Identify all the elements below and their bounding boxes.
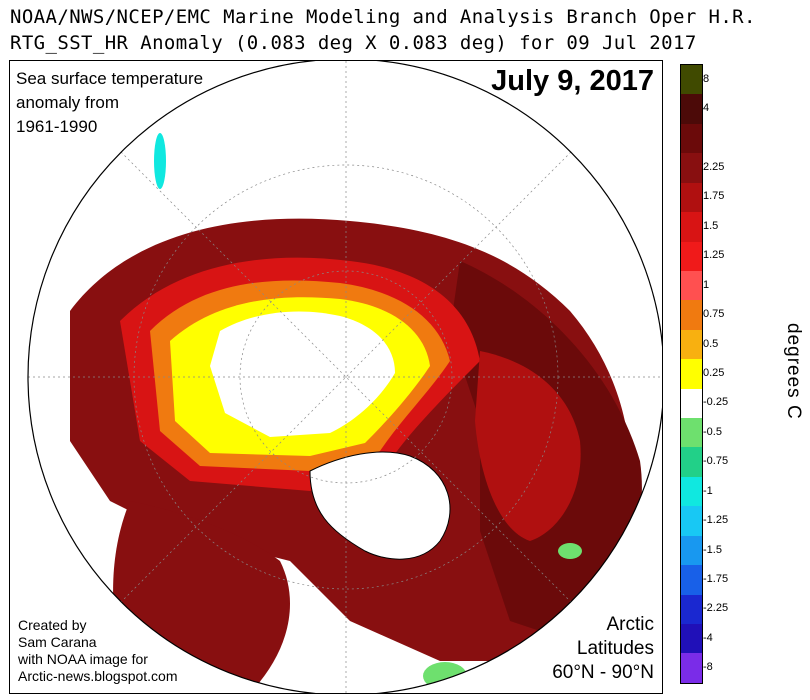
legend-swatch — [681, 182, 702, 213]
legend-swatch — [681, 624, 702, 654]
legend-tick-label: 0.25 — [703, 367, 725, 379]
legend-units-label: degrees C — [783, 322, 804, 420]
cold-anomaly-patch — [423, 662, 467, 690]
legend-tick-label: 1 — [703, 278, 710, 291]
credit-line: Created by — [18, 617, 87, 633]
region-line: Latitudes — [576, 638, 654, 659]
map-date-label: July 9, 2017 — [491, 65, 654, 97]
credit-line: Arctic-news.blogspot.com — [18, 668, 178, 684]
legend-swatch — [681, 123, 702, 154]
barents-sea-anomaly — [475, 351, 581, 541]
legend-tick-label: 1.5 — [703, 219, 719, 232]
legend-tick-label: 0.5 — [703, 337, 719, 350]
caption-line: 1961-1990 — [16, 117, 98, 136]
color-legend-bar — [680, 64, 703, 684]
legend-swatch — [681, 418, 702, 448]
legend-tick-label: -0.25 — [703, 396, 729, 409]
legend-swatch — [681, 653, 702, 683]
credit-line: with NOAA image for — [18, 651, 148, 667]
legend-swatch — [681, 476, 702, 507]
map-caption: Sea surface temperature anomaly from 196… — [16, 67, 203, 139]
region-line: Arctic — [606, 614, 655, 635]
caption-line: Sea surface temperature — [16, 69, 204, 88]
legend-tick-label: -1.25 — [703, 514, 729, 527]
map-boundary-circle — [27, 61, 662, 693]
legend-tick-label: -0.5 — [703, 425, 722, 438]
legend-swatch — [681, 535, 702, 566]
legend-tick-label: -1.5 — [703, 543, 722, 556]
legend-swatch — [681, 565, 702, 595]
map-disc — [28, 61, 662, 693]
map-region-label: Arctic Latitudes 60°N - 90°N — [552, 613, 654, 685]
legend-swatch — [681, 65, 702, 95]
caption-line: anomaly from — [16, 93, 119, 112]
greenland-landmass — [309, 451, 451, 560]
cold-anomaly-patch — [558, 543, 582, 559]
anomaly-region-white-ice — [210, 311, 395, 437]
legend-swatch — [681, 270, 702, 301]
legend-tick-label: -1 — [703, 484, 713, 497]
legend-swatch — [681, 594, 702, 625]
legend-swatch — [681, 447, 702, 477]
header-title-line-1: NOAA/NWS/NCEP/EMC Marine Modeling and An… — [10, 6, 756, 28]
legend-tick-label: 1.25 — [703, 249, 725, 262]
legend-swatch — [681, 241, 702, 271]
legend-swatch — [681, 300, 702, 330]
legend-tick-label: 0.75 — [703, 308, 725, 321]
legend-tick-label: -2.25 — [703, 602, 729, 615]
legend-swatch — [681, 94, 702, 124]
polar-map-graphic — [27, 61, 662, 693]
header-title-line-2: RTG_SST_HR Anomaly (0.083 deg X 0.083 de… — [10, 32, 697, 54]
legend-tick-label: 8 — [703, 72, 710, 85]
map-graticule — [28, 61, 662, 693]
legend-tick-label: 1.75 — [703, 190, 725, 203]
cold-anomaly-patch — [154, 133, 166, 189]
credit-line: Sam Carana — [18, 634, 97, 650]
legend-tick-label: -8 — [703, 661, 713, 674]
legend-swatch — [681, 388, 702, 419]
color-legend-labels: 8 4 2.25 1.75 1.5 1.25 1 0.75 0.5 0.25 -0.25 -0.5 -0… — [703, 64, 753, 684]
legend-tick-label: 4 — [703, 102, 710, 115]
legend-swatch — [681, 329, 702, 360]
legend-tick-label: 2.25 — [703, 161, 725, 173]
legend-tick-label: -4 — [703, 631, 713, 644]
region-line: 60°N - 90°N — [552, 662, 654, 683]
legend-swatch — [681, 212, 702, 242]
legend-tick-label: -0.75 — [703, 455, 729, 468]
legend-swatch — [681, 506, 702, 536]
legend-tick-label: -1.75 — [703, 573, 729, 585]
sst-anomaly-map: Sea surface temperature anomaly from 196… — [9, 60, 663, 694]
legend-swatch — [681, 153, 702, 183]
map-credit: Created by Sam Carana with NOAA image fo… — [18, 617, 178, 685]
legend-swatch — [681, 359, 702, 389]
